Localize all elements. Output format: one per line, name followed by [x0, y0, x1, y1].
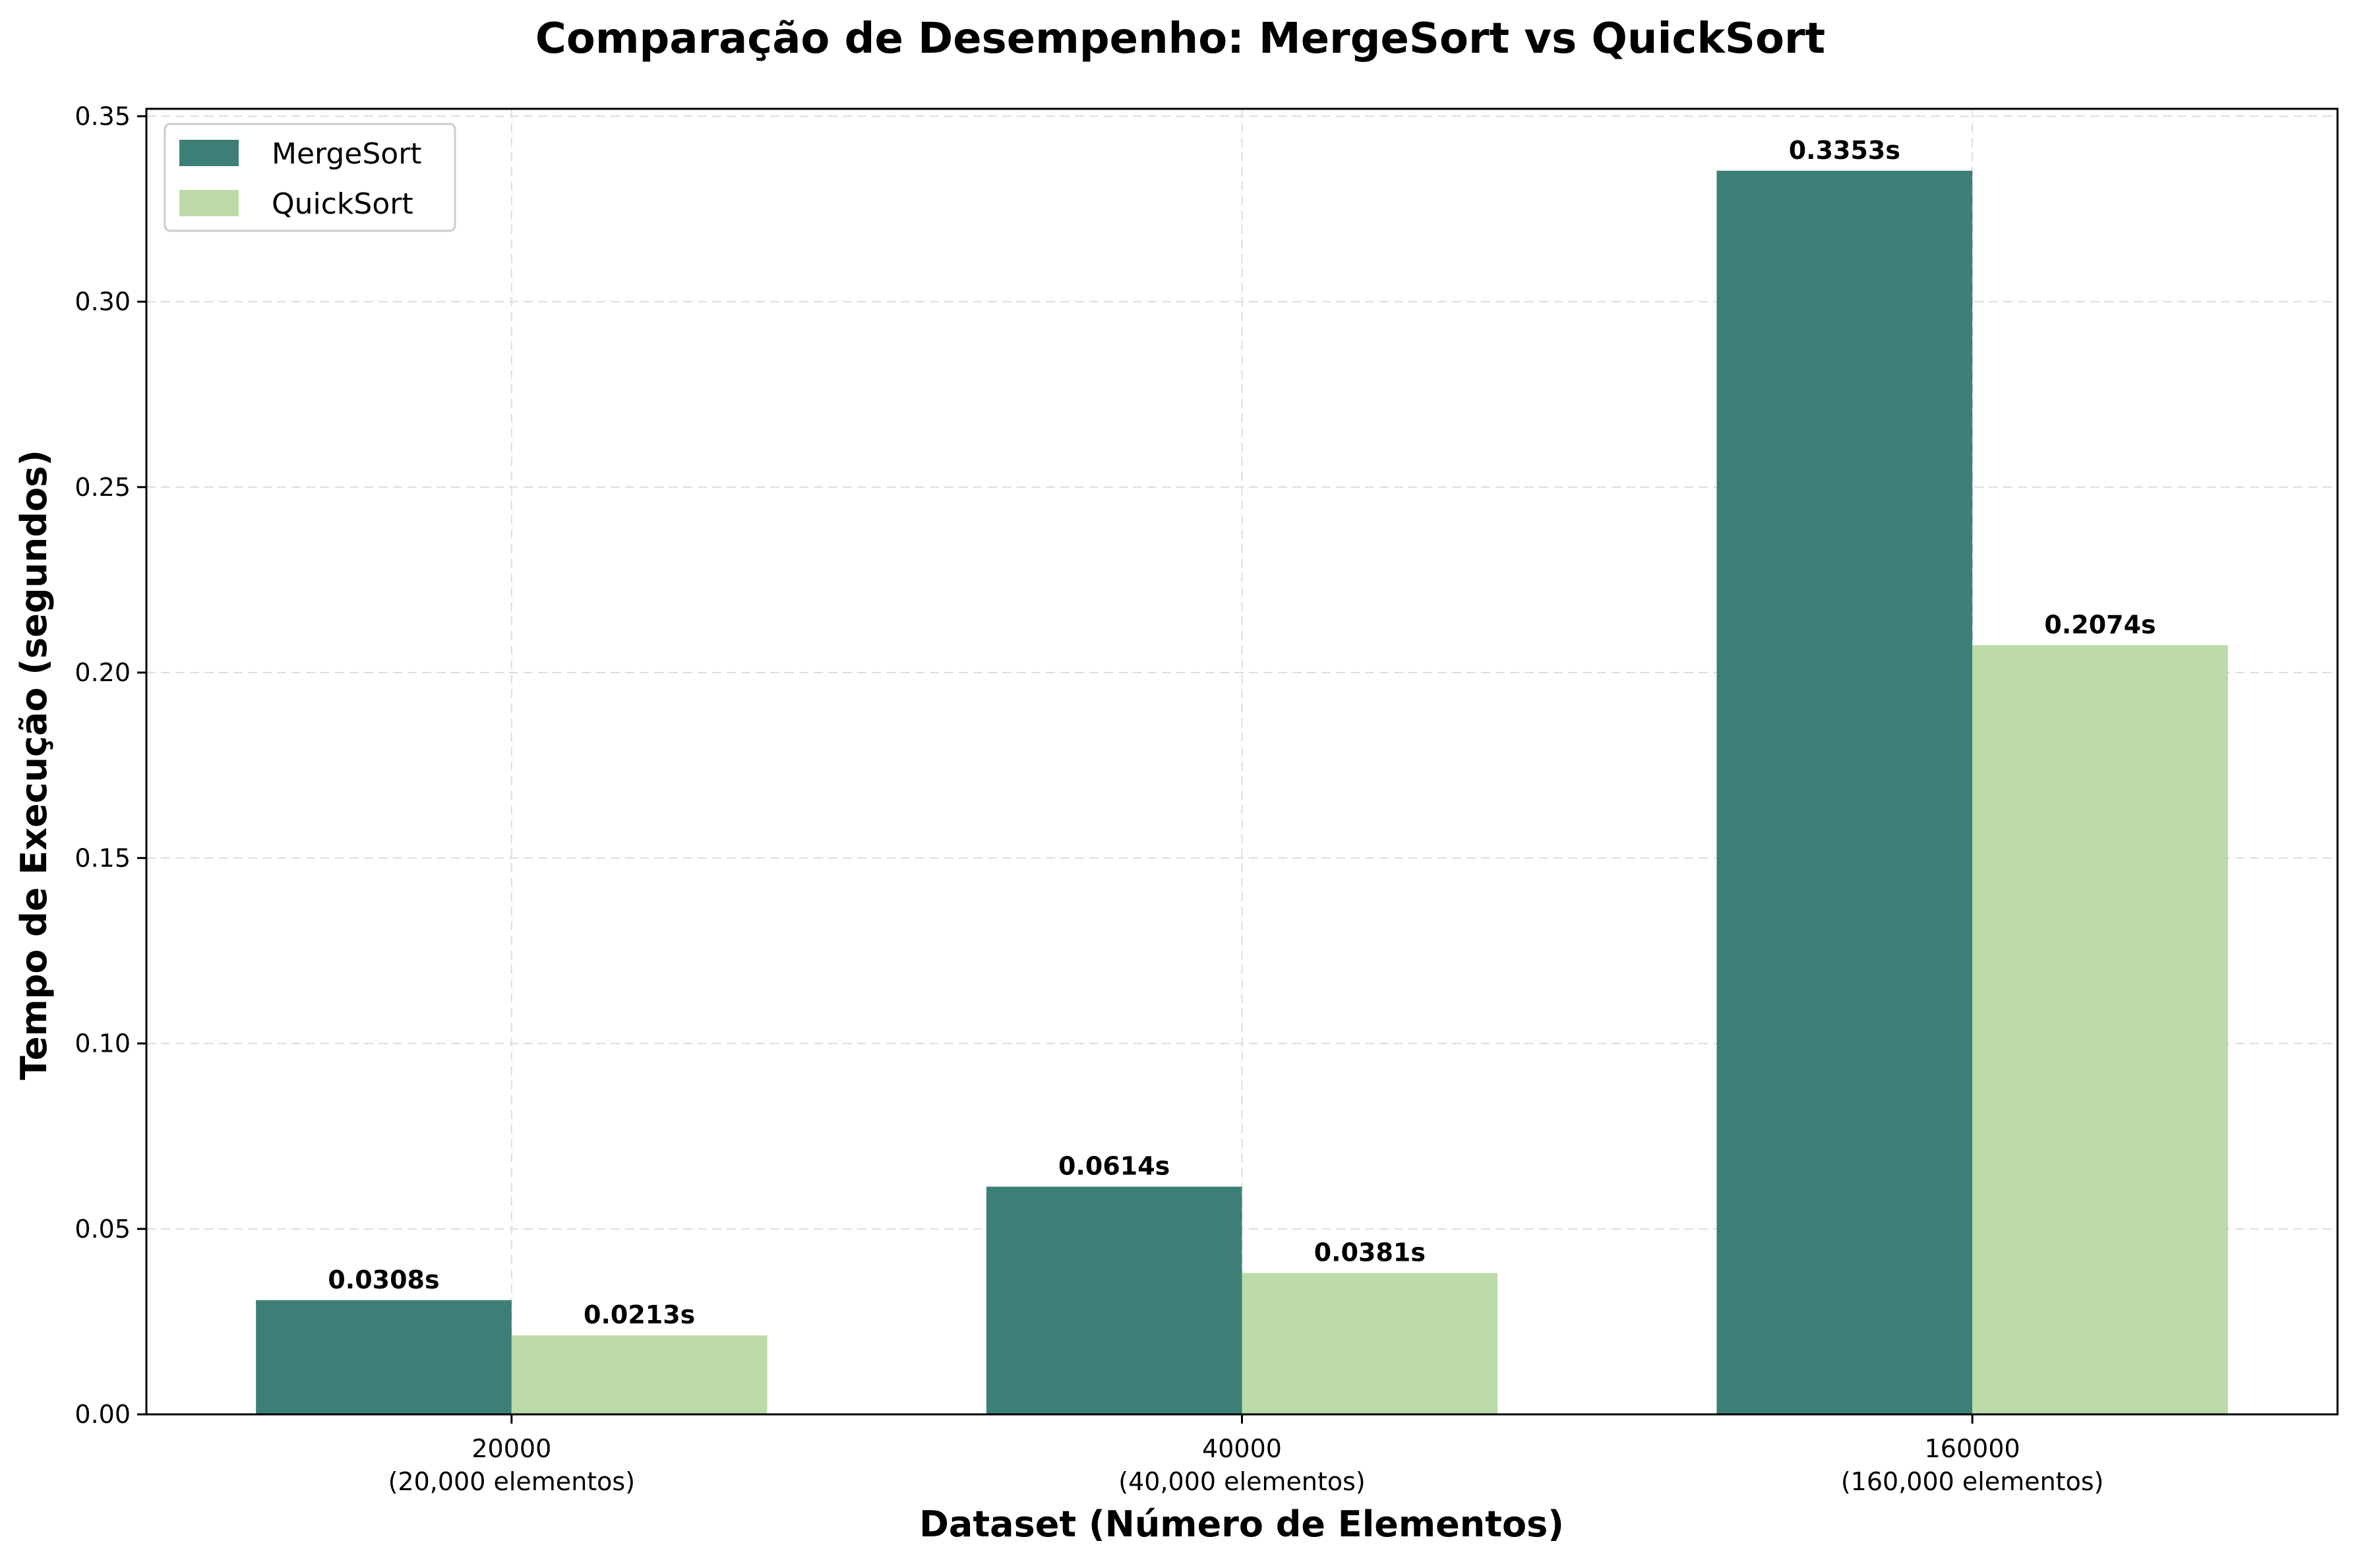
y-tick-label: 0.35 — [75, 102, 131, 131]
legend-label-quicksort: QuickSort — [272, 187, 413, 221]
bar-value-label: 0.2074s — [2044, 610, 2156, 639]
y-tick-label: 0.25 — [75, 473, 131, 502]
y-tick-label: 0.15 — [75, 843, 131, 872]
x-tick-sublabel: (20,000 elementos) — [388, 1467, 635, 1496]
bar-mergesort-40000 — [986, 1186, 1242, 1414]
bar-quicksort-20000 — [511, 1335, 768, 1414]
bars — [256, 170, 2228, 1414]
y-tick-label: 0.05 — [75, 1215, 131, 1244]
bar-value-label: 0.0308s — [328, 1265, 439, 1294]
y-tick-label: 0.10 — [75, 1029, 131, 1058]
x-tick-label: 160000 — [1925, 1434, 2020, 1463]
bar-mergesort-20000 — [256, 1300, 512, 1414]
x-axis-label: Dataset (Número de Elementos) — [919, 1503, 1564, 1545]
y-tick-label: 0.20 — [75, 658, 131, 687]
bar-value-label: 0.0614s — [1058, 1152, 1170, 1181]
x-tick-sublabel: (160,000 elementos) — [1841, 1467, 2104, 1496]
bar-quicksort-160000 — [1972, 645, 2228, 1414]
bar-value-labels: 0.0308s 0.0614s 0.3353s 0.0213s 0.0381s 0.207… — [328, 136, 2156, 1329]
grid — [146, 109, 2338, 1414]
x-tick-label: 40000 — [1202, 1434, 1282, 1463]
bar-value-label: 0.0381s — [1314, 1238, 1426, 1267]
x-tick-label: 20000 — [471, 1434, 551, 1463]
x-axis-ticks: 20000 (20,000 elementos) 40000 (40,000 elem… — [388, 1414, 2104, 1496]
y-axis-label: Tempo de Execução (segundos) — [13, 450, 55, 1080]
legend-label-mergesort: MergeSort — [272, 137, 422, 171]
y-axis-ticks: 0.00 0.05 0.10 0.15 0.20 0.25 0.30 0.35 — [75, 102, 146, 1429]
bar-mergesort-160000 — [1716, 170, 1973, 1414]
y-tick-label: 0.30 — [75, 287, 131, 317]
bar-quicksort-40000 — [1242, 1273, 1498, 1414]
bar-value-label: 0.0213s — [584, 1300, 695, 1329]
legend-swatch-mergesort — [179, 140, 239, 166]
bar-value-label: 0.3353s — [1789, 136, 1900, 165]
legend: MergeSort QuickSort — [164, 123, 456, 232]
legend-swatch-quicksort — [179, 190, 239, 216]
chart-title: Comparação de Desempenho: MergeSort vs Q… — [535, 15, 1825, 63]
x-tick-sublabel: (40,000 elementos) — [1118, 1467, 1365, 1496]
y-tick-label: 0.00 — [75, 1400, 131, 1429]
